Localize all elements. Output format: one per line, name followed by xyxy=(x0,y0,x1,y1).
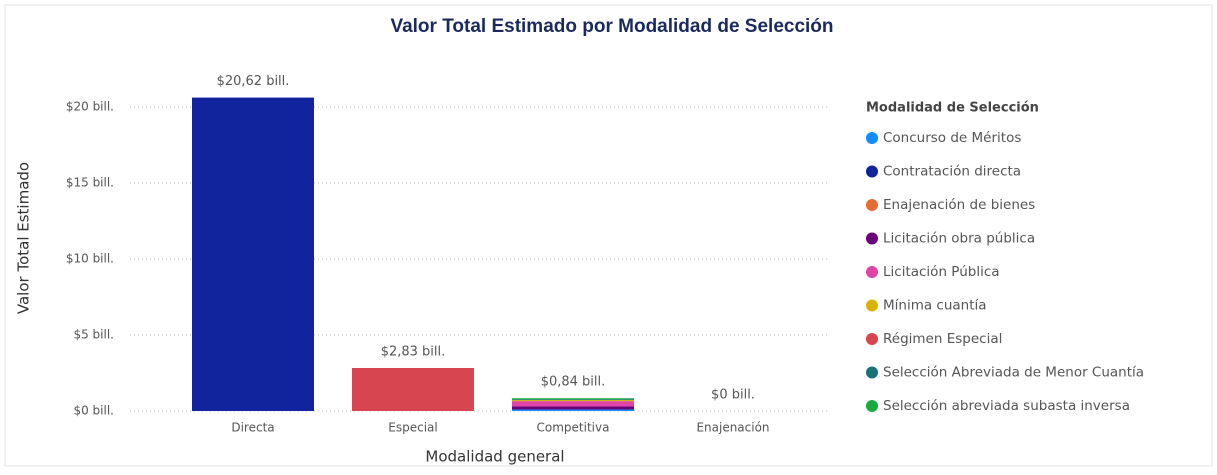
legend-label: Enajenación de bienes xyxy=(883,197,1035,213)
x-tick-label: Directa xyxy=(231,421,274,435)
legend-label: Concurso de Méritos xyxy=(883,130,1021,146)
legend-marker xyxy=(866,199,878,211)
x-tick-label: Competitiva xyxy=(537,421,610,435)
bar-segment xyxy=(512,398,634,400)
total-label: $0 bill. xyxy=(711,388,755,403)
legend-label: Mínima cuantía xyxy=(883,298,987,314)
bar-segment xyxy=(512,409,634,411)
x-tick-label: Enajenación xyxy=(696,421,769,435)
total-label: $0,84 bill. xyxy=(541,375,606,390)
legend-label: Licitación Pública xyxy=(883,264,1000,280)
total-label: $20,62 bill. xyxy=(217,74,290,89)
legend-title: Modalidad de Selección xyxy=(866,101,1039,116)
legend-label: Selección abreviada subasta inversa xyxy=(883,398,1130,414)
y-tick-label: $0 bill. xyxy=(73,404,114,418)
bar-segment xyxy=(512,401,634,407)
x-tick-label: Especial xyxy=(388,421,437,435)
total-label: $2,83 bill. xyxy=(381,344,446,359)
legend-label: Licitación obra pública xyxy=(883,231,1035,247)
legend-label: Contratación directa xyxy=(883,164,1021,180)
y-tick-label: $5 bill. xyxy=(73,328,114,342)
legend-marker xyxy=(866,333,878,345)
bar-segment xyxy=(352,367,474,411)
chart-title: Valor Total Estimado por Modalidad de Se… xyxy=(390,16,833,37)
legend-label: Régimen Especial xyxy=(883,331,1002,347)
legend-label: Selección Abreviada de Menor Cuantía xyxy=(883,365,1144,381)
y-tick-label: $15 bill. xyxy=(66,176,114,190)
x-axis-title: Modalidad general xyxy=(425,448,564,466)
legend-marker xyxy=(866,165,878,178)
y-tick-label: $20 bill. xyxy=(66,100,114,114)
bar-segment xyxy=(192,97,314,412)
legend-marker xyxy=(866,232,878,245)
y-axis-title: Valor Total Estimado xyxy=(15,162,33,314)
legend-marker xyxy=(866,400,878,412)
legend-marker xyxy=(866,299,878,312)
bar-segment xyxy=(512,399,634,401)
bar-segment xyxy=(512,400,634,402)
legend-marker xyxy=(866,132,878,144)
y-tick-label: $10 bill. xyxy=(66,252,114,266)
legend-marker xyxy=(866,266,878,278)
legend-marker xyxy=(866,366,878,379)
bar-segment xyxy=(512,406,634,410)
